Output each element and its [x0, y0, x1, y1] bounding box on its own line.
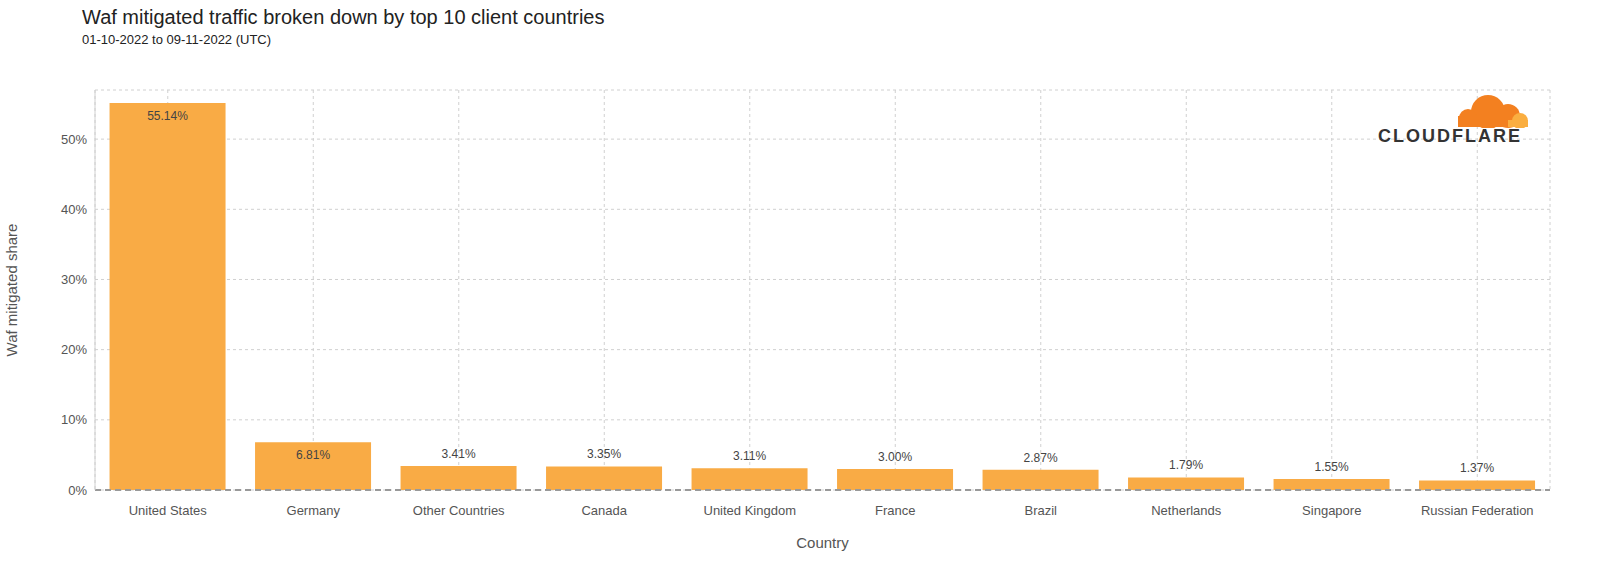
svg-text:3.35%: 3.35%: [587, 447, 621, 461]
svg-text:United Kingdom: United Kingdom: [704, 503, 797, 518]
svg-text:Country: Country: [796, 534, 849, 551]
html-text:Waf mitigated traffic broken d: Waf mitigated traffic broken down by top…: [82, 6, 605, 28]
svg-text:Singapore: Singapore: [1302, 503, 1361, 518]
svg-text:United States: United States: [129, 503, 208, 518]
svg-text:Russian Federation: Russian Federation: [1421, 503, 1534, 518]
svg-text:3.00%: 3.00%: [878, 450, 912, 464]
svg-text:1.79%: 1.79%: [1169, 458, 1203, 472]
svg-text:30%: 30%: [61, 272, 87, 287]
svg-text:Brazil: Brazil: [1024, 503, 1057, 518]
html-text:01-10-2022 to 09-11-2022 (UTC): 01-10-2022 to 09-11-2022 (UTC): [82, 32, 272, 47]
svg-text:France: France: [875, 503, 915, 518]
svg-text:0%: 0%: [68, 483, 87, 498]
svg-text:10%: 10%: [61, 412, 87, 427]
svg-text:Waf mitigated share: Waf mitigated share: [8, 224, 20, 357]
svg-text:6.81%: 6.81%: [296, 448, 330, 462]
svg-text:20%: 20%: [61, 342, 87, 357]
svg-text:3.41%: 3.41%: [442, 447, 476, 461]
svg-text:3.11%: 3.11%: [733, 449, 766, 463]
svg-text:40%: 40%: [61, 202, 87, 217]
svg-text:Other Countries: Other Countries: [413, 503, 505, 518]
svg-text:1.55%: 1.55%: [1315, 460, 1349, 474]
svg-text:55.14%: 55.14%: [147, 109, 188, 123]
html-text:CLOUDFLARE: CLOUDFLARE: [1378, 126, 1522, 146]
svg-text:Netherlands: Netherlands: [1151, 503, 1222, 518]
svg-text:Germany: Germany: [287, 503, 341, 518]
svg-text:Canada: Canada: [581, 503, 627, 518]
svg-text:50%: 50%: [61, 132, 87, 147]
svg-text:1.37%: 1.37%: [1460, 461, 1494, 475]
svg-text:2.87%: 2.87%: [1024, 451, 1058, 465]
